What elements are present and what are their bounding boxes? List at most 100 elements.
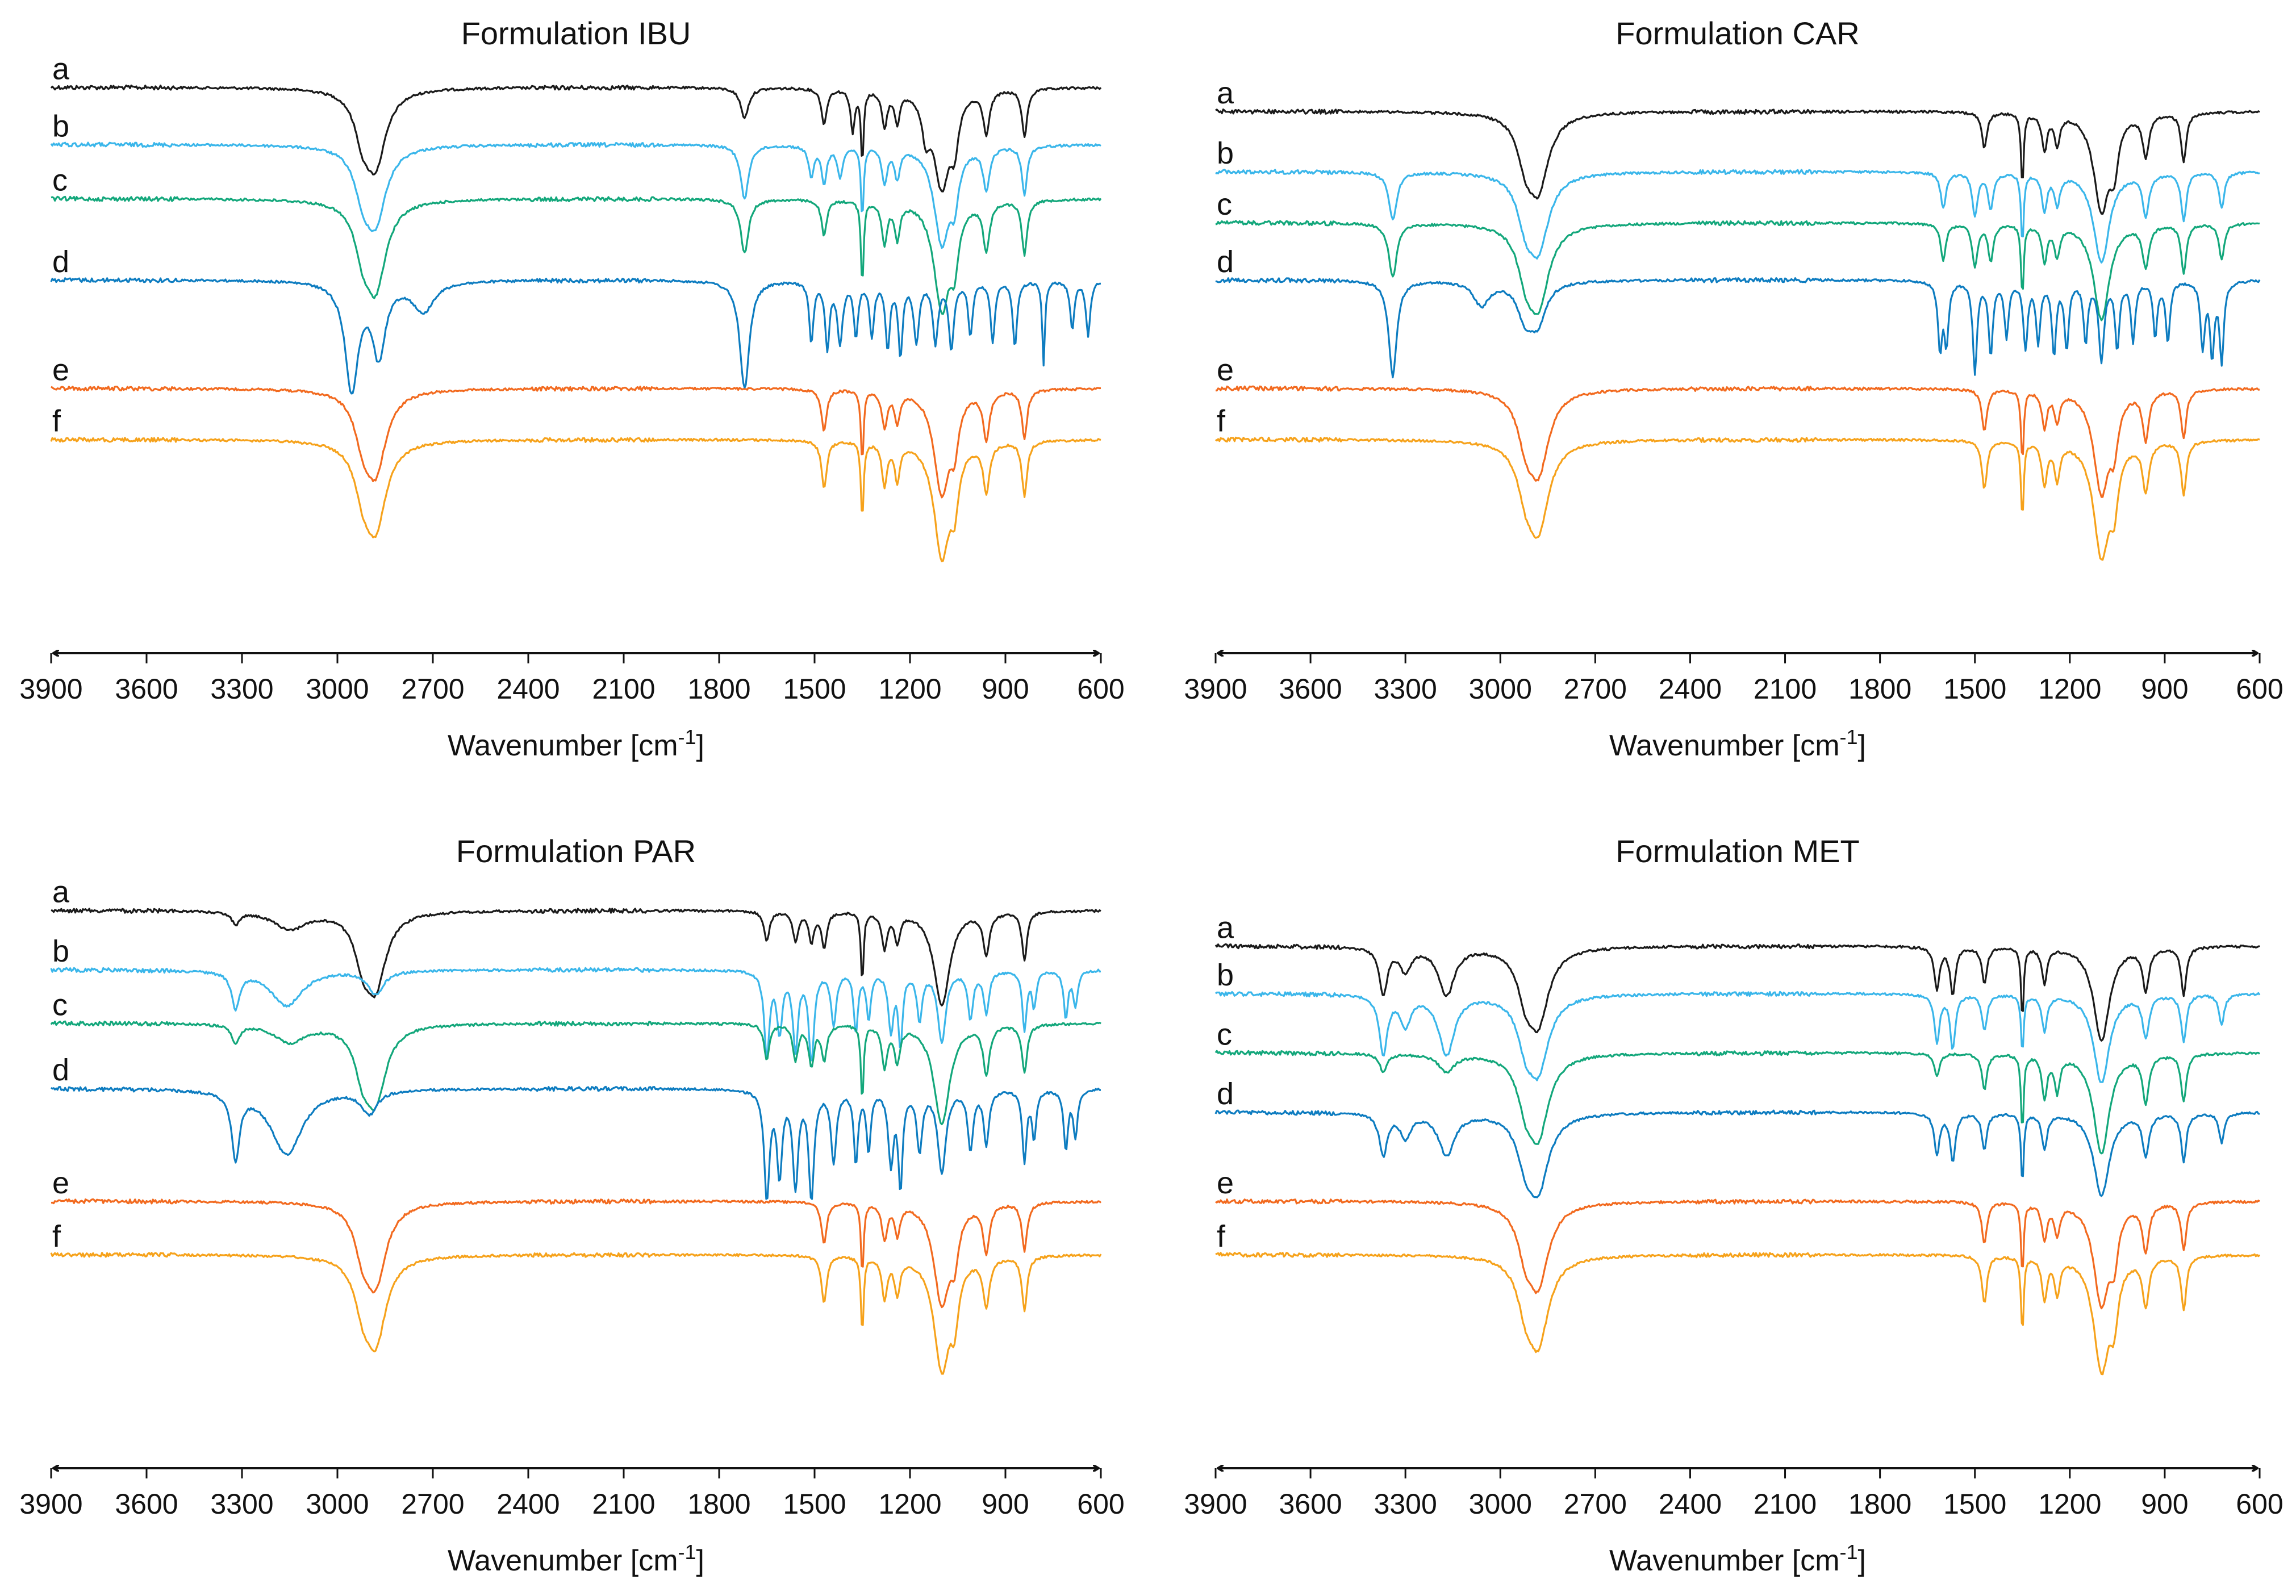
series-label-d: d xyxy=(52,245,69,279)
x-tick-label: 600 xyxy=(2236,1488,2283,1520)
x-tick-label: 3600 xyxy=(115,673,178,705)
x-tick-label: 3600 xyxy=(115,1488,178,1520)
series-line-f xyxy=(1215,1252,2261,1376)
series-line-e xyxy=(50,385,1101,499)
series-label-f: f xyxy=(52,404,61,438)
series-label-a: a xyxy=(1217,910,1234,945)
x-tick-label: 600 xyxy=(1077,673,1124,705)
series-label-a: a xyxy=(52,875,70,909)
series-line-e xyxy=(1215,385,2260,498)
x-tick-label: 3600 xyxy=(1279,1488,1342,1520)
x-tick-label: 2100 xyxy=(592,1488,655,1520)
series-line-b xyxy=(1215,169,2260,264)
x-tick-label: 3300 xyxy=(210,673,273,705)
x-tick-label: 1800 xyxy=(1848,1488,1911,1520)
x-tick-label: 600 xyxy=(2236,673,2283,705)
x-tick-label: 1800 xyxy=(687,1488,750,1520)
x-tick-label: 3900 xyxy=(19,1488,82,1520)
series-label-c: c xyxy=(1217,187,1232,222)
series-line-b xyxy=(50,967,1101,1062)
series-label-b: b xyxy=(52,934,69,968)
chart-title: Formulation IBU xyxy=(461,15,691,51)
x-tick-label: 1800 xyxy=(687,673,750,705)
x-tick-label: 1200 xyxy=(2038,673,2101,705)
x-tick-label: 3000 xyxy=(1469,1488,1532,1520)
series-label-e: e xyxy=(1217,353,1234,387)
series-label-d: d xyxy=(1217,245,1234,279)
x-tick-label: 2100 xyxy=(1754,1488,1817,1520)
series-label-a: a xyxy=(1217,76,1234,110)
series-line-d xyxy=(1214,1109,2260,1198)
x-tick-label: 2100 xyxy=(592,673,655,705)
series-label-e: e xyxy=(1217,1166,1234,1200)
x-tick-label: 2400 xyxy=(1659,673,1722,705)
series-line-a xyxy=(50,84,1102,193)
chart-title: Formulation PAR xyxy=(456,833,696,869)
series-label-b: b xyxy=(1217,136,1234,170)
series-label-a: a xyxy=(52,52,70,86)
series-label-c: c xyxy=(52,164,68,198)
x-tick-label: 600 xyxy=(1077,1488,1124,1520)
series-label-e: e xyxy=(52,1166,69,1200)
x-tick-label: 3900 xyxy=(1184,673,1247,705)
series-line-b xyxy=(1214,991,2261,1083)
x-tick-label: 900 xyxy=(982,1488,1029,1520)
x-tick-label: 1200 xyxy=(878,673,941,705)
x-tick-label: 900 xyxy=(2141,673,2188,705)
x-tick-label: 1500 xyxy=(783,673,846,705)
x-tick-label: 3600 xyxy=(1279,673,1342,705)
x-tick-label: 3900 xyxy=(1184,1488,1247,1520)
x-tick-label: 1500 xyxy=(1943,1488,2006,1520)
x-tick-label: 3300 xyxy=(1374,1488,1437,1520)
series-line-d xyxy=(50,1085,1101,1200)
x-tick-label: 2400 xyxy=(496,673,560,705)
series-label-d: d xyxy=(1217,1077,1234,1111)
series-line-b xyxy=(50,141,1101,249)
x-tick-label: 1200 xyxy=(878,1488,941,1520)
chart-panel: Formulation IBU abc d ef 3900 3600 3300 3000 270… xyxy=(19,15,1124,762)
x-tick-label: 3300 xyxy=(210,1488,273,1520)
x-tick-label: 1200 xyxy=(2038,1488,2101,1520)
x-tick-label: 2400 xyxy=(1659,1488,1722,1520)
x-axis-label: Wavenumber [cm-1] xyxy=(448,725,704,762)
series-line-c xyxy=(1215,220,2260,321)
x-tick-label: 900 xyxy=(2141,1488,2188,1520)
series-line-a xyxy=(51,908,1101,1007)
x-tick-label: 2700 xyxy=(1564,1488,1627,1520)
series-line-d xyxy=(50,277,1101,395)
x-tick-label: 2100 xyxy=(1754,673,1817,705)
series-line-e xyxy=(1215,1198,2260,1310)
series-line-d xyxy=(1215,277,2261,379)
x-axis-label: Wavenumber [cm-1] xyxy=(448,1540,704,1577)
x-tick-label: 2700 xyxy=(401,673,464,705)
series-line-c xyxy=(51,195,1102,315)
series-label-d: d xyxy=(52,1053,69,1087)
x-tick-label: 2700 xyxy=(401,1488,464,1520)
series-line-c xyxy=(50,1020,1101,1126)
series-line-f xyxy=(50,1252,1102,1375)
x-tick-label: 1500 xyxy=(783,1488,846,1520)
x-tick-label: 3000 xyxy=(306,673,369,705)
chart-title: Formulation CAR xyxy=(1615,15,1859,51)
series-label-b: b xyxy=(52,109,69,143)
series-label-f: f xyxy=(52,1219,61,1254)
x-tick-label: 2400 xyxy=(496,1488,560,1520)
x-tick-label: 900 xyxy=(982,673,1029,705)
x-tick-label: 1800 xyxy=(1848,673,1911,705)
series-line-c xyxy=(1214,1050,2261,1155)
x-tick-label: 3300 xyxy=(1374,673,1437,705)
x-tick-label: 1500 xyxy=(1943,673,2006,705)
series-label-f: f xyxy=(1217,404,1226,438)
x-axis-label: Wavenumber [cm-1] xyxy=(1609,725,1866,762)
series-label-c: c xyxy=(1217,1018,1232,1052)
x-tick-label: 3900 xyxy=(19,673,82,705)
series-line-a xyxy=(1214,943,2260,1042)
series-label-b: b xyxy=(1217,958,1234,992)
series-line-a xyxy=(1215,108,2260,215)
x-tick-label: 3000 xyxy=(306,1488,369,1520)
series-label-e: e xyxy=(52,353,69,387)
